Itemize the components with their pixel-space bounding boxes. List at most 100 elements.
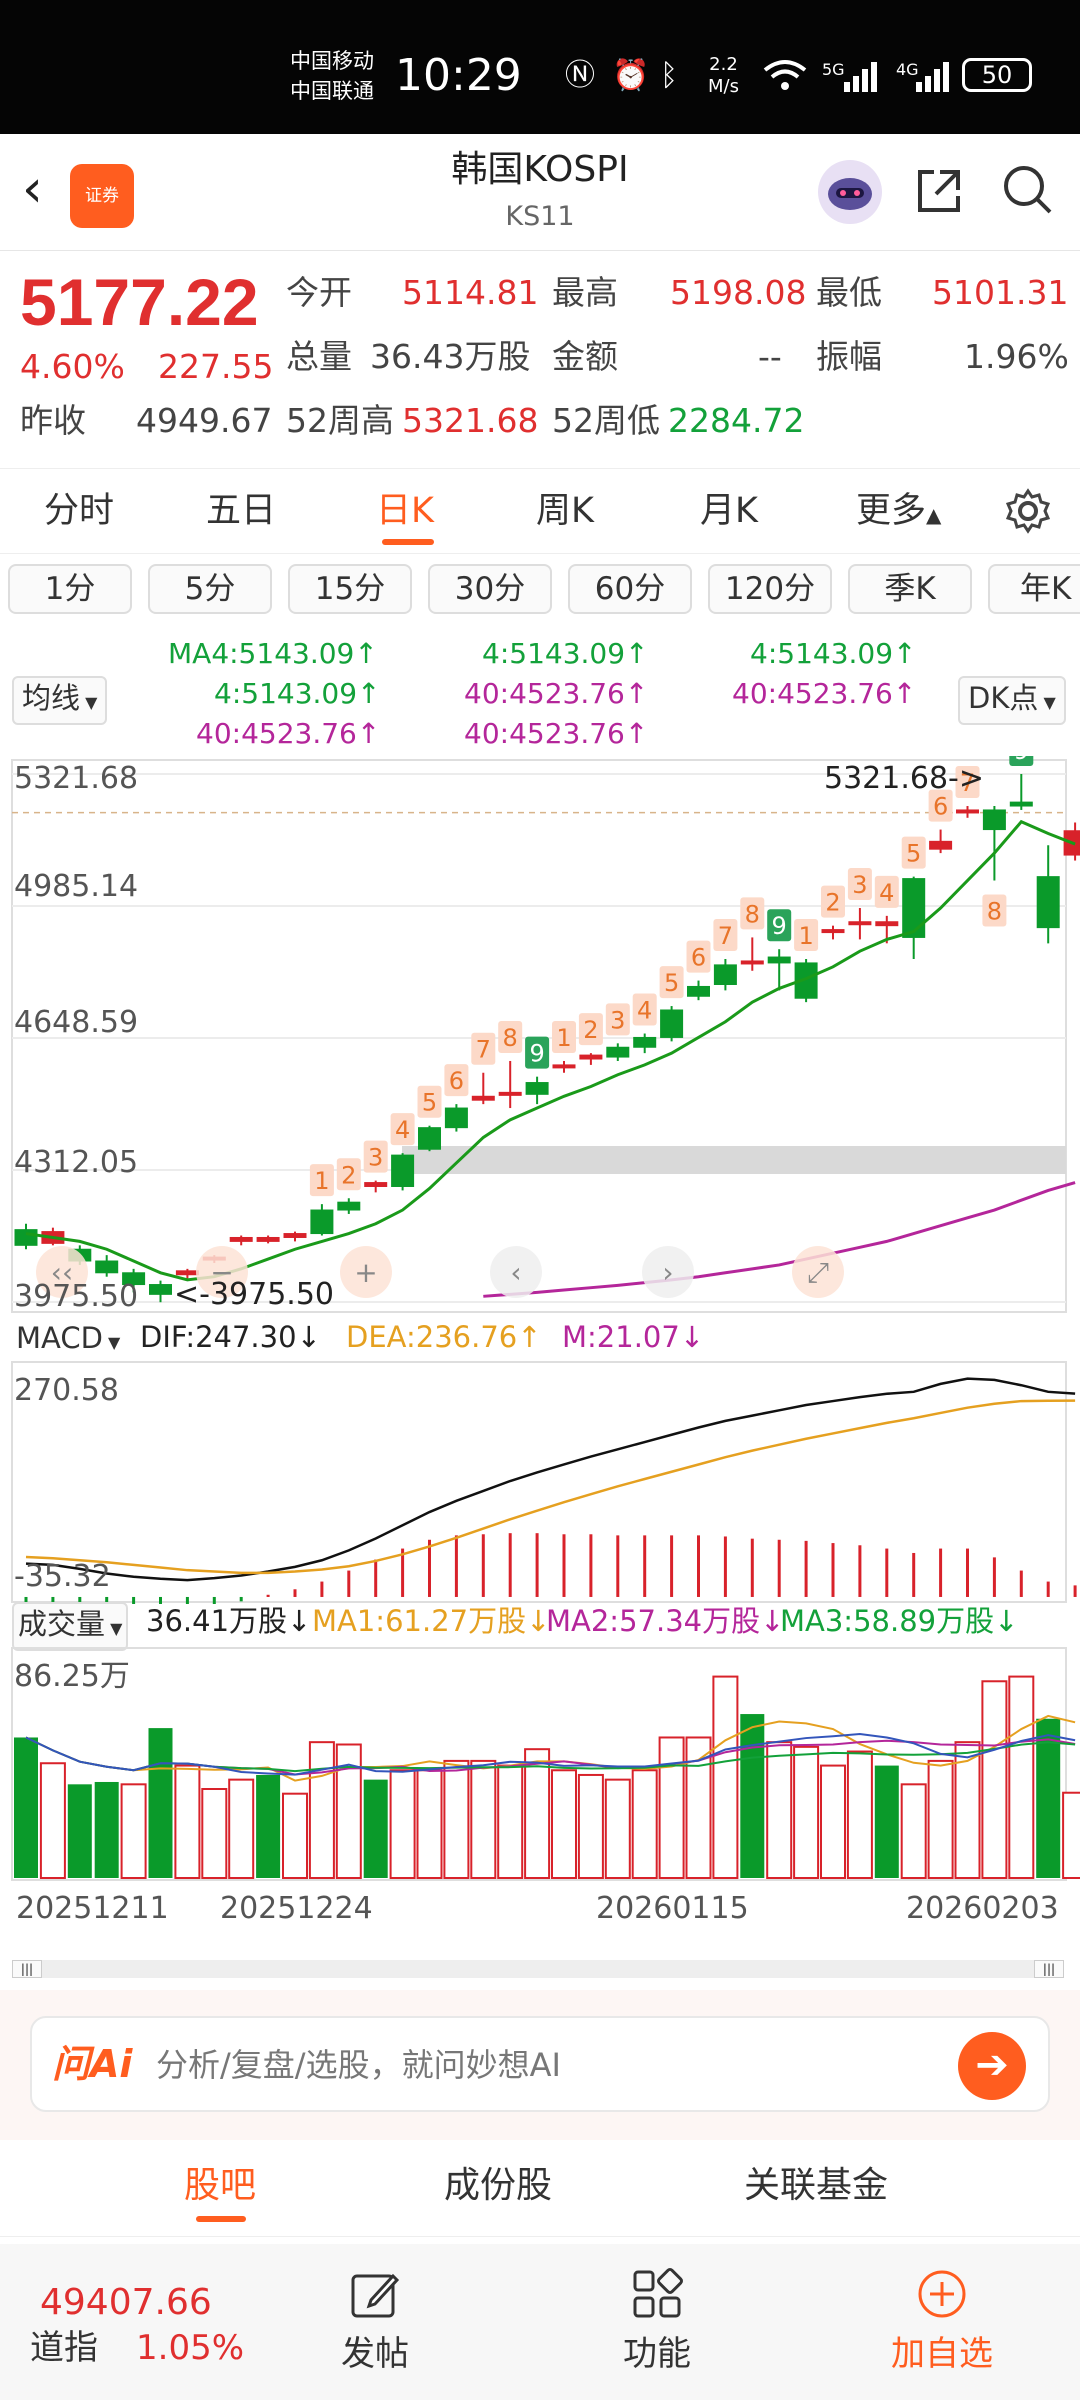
chart-controls: ‹‹ − + ‹ › ⤢ — [36, 1246, 844, 1298]
volume-bar — [282, 1792, 308, 1879]
tab-daily-k[interactable]: 日K — [376, 491, 434, 531]
macd-bars — [24, 1533, 1077, 1604]
scroll-handle-right[interactable]: ||| — [1034, 1960, 1064, 1978]
add-watchlist-button[interactable]: 加自选 — [872, 2262, 1012, 2382]
low-value: 5101.31 — [932, 273, 1069, 312]
high52-label: 52周高 — [286, 401, 394, 440]
back-icon[interactable]: ‹ — [22, 159, 43, 219]
sequence-label-bg — [767, 909, 792, 942]
sequence-label-text: 3 — [852, 871, 867, 899]
nfc-icon: Ⓝ — [565, 58, 595, 93]
scroll-handle-left[interactable]: ||| — [12, 1960, 42, 1978]
zoom-in-icon-bg — [340, 1246, 392, 1298]
volume-bar — [981, 1680, 1008, 1880]
next-icon[interactable]: › — [642, 1246, 694, 1298]
macd-selector[interactable]: MACD ▼ — [12, 1318, 124, 1363]
wifi-icon — [762, 58, 808, 101]
candle-body — [552, 1064, 576, 1069]
tab-more[interactable]: 更多▲ — [856, 489, 941, 537]
ai-assistant-avatar[interactable] — [818, 160, 882, 224]
low52-label: 52周低 — [552, 401, 660, 440]
settings-icon[interactable] — [1004, 487, 1052, 539]
volume-bar — [927, 1759, 954, 1879]
chart-scrollbar[interactable]: ||| ||| — [12, 1960, 1064, 1978]
sequence-label-text: 5 — [422, 1089, 437, 1117]
macd-m-text: M:21.07 — [562, 1320, 680, 1354]
year-k-button[interactable]: 年K — [988, 564, 1080, 614]
prev-icon-bg — [490, 1246, 542, 1298]
up-arrow-icon: ↑ — [624, 677, 649, 710]
fullscreen-icon-glyph: ⤢ — [807, 1256, 829, 1289]
bluetooth-icon: ᛒ — [660, 58, 678, 93]
fullscreen-icon[interactable]: ⤢ — [792, 1246, 844, 1298]
quarter-k-button[interactable]: 季K — [848, 564, 972, 614]
sequence-label: 7 — [955, 766, 980, 799]
tab-related-funds[interactable]: 关联基金 — [744, 2165, 889, 2206]
zoom-in-icon[interactable]: + — [340, 1246, 392, 1298]
volume-bar — [954, 1741, 981, 1879]
volume-selector-label: 成交量 — [18, 1607, 106, 1641]
functions-button[interactable]: 功能 — [602, 2262, 712, 2382]
share-icon[interactable] — [912, 164, 966, 229]
tab-five-day[interactable]: 五日 — [206, 491, 277, 531]
candle-body — [982, 809, 1006, 831]
sequence-label-bg — [955, 766, 980, 799]
minute-1-button[interactable]: 1分 — [8, 564, 132, 614]
volume-bar — [308, 1741, 335, 1879]
tab-intraday[interactable]: 分时 — [44, 491, 115, 531]
volume-value-text: 36.41万股 — [146, 1604, 288, 1638]
index-ticker[interactable]: 49407.66 道指 1.05% — [0, 2244, 250, 2400]
volume-ma3: MA3:58.89万股↓ — [780, 1602, 1018, 1640]
tab-weekly-k[interactable]: 周K — [536, 491, 594, 531]
sequence-label-text: 4 — [395, 1116, 410, 1144]
rewind-icon[interactable]: ‹‹ — [36, 1246, 88, 1298]
volume-chart[interactable] — [0, 1646, 1080, 1882]
volume-bar — [900, 1783, 927, 1880]
volume-bar — [846, 1750, 873, 1879]
down-arrow-icon: ↓ — [679, 1320, 705, 1354]
ma-label-2-text: 4:5143.09 — [214, 677, 358, 710]
dk-point-button[interactable]: DK点 ▼ — [958, 676, 1066, 725]
prev-icon[interactable]: ‹ — [490, 1246, 542, 1298]
candle-body — [902, 878, 926, 938]
macd-chart[interactable] — [0, 1360, 1080, 1604]
tab-monthly-k[interactable]: 月K — [700, 491, 758, 531]
macd-bottom-label: -35.32 — [14, 1559, 111, 1594]
candle-body — [956, 809, 979, 814]
minute-120-button[interactable]: 120分 — [708, 564, 832, 614]
sequence-label-bg — [740, 897, 765, 930]
minute-15-button[interactable]: 15分 — [288, 564, 412, 614]
search-icon[interactable] — [1000, 162, 1056, 229]
sequence-label-bg — [336, 1158, 361, 1191]
zoom-out-icon[interactable]: − — [196, 1246, 248, 1298]
ma-label-6-text: 40:4523.76 — [464, 717, 625, 750]
minute-5-button[interactable]: 5分 — [148, 564, 272, 614]
minute-60-button[interactable]: 60分 — [568, 564, 692, 614]
volume-bar — [497, 1764, 524, 1879]
post-button[interactable]: 发帖 — [320, 2262, 430, 2382]
sequence-label-bg — [498, 1020, 523, 1053]
signal-1-icon — [828, 60, 880, 98]
next-icon-glyph: › — [662, 1256, 673, 1289]
ma-label-2: 4:5143.09↑ — [214, 676, 381, 712]
amount-label: 金额 — [552, 337, 618, 376]
price-chart[interactable]: 123456789123456789123456789 ‹‹−+‹›⤢ — [0, 756, 1080, 1316]
tab-forum[interactable]: 股吧 — [184, 2165, 257, 2206]
volume-bar — [363, 1779, 388, 1878]
tab-constituents[interactable]: 成份股 — [444, 2165, 553, 2206]
status-bar: 中国移动 中国联通 10:29 Ⓝ ⏰ ᛒ 2.2 M/s 5G 4G 50 — [0, 0, 1080, 134]
sequence-label-bg — [982, 894, 1007, 927]
up-arrow-icon: ↑ — [892, 677, 917, 710]
arrow-right-icon[interactable]: ➔ — [958, 2032, 1026, 2100]
minute-30-button[interactable]: 30分 — [428, 564, 552, 614]
change-amount: 227.55 — [158, 347, 274, 386]
ma-selector[interactable]: 均线 ▼ — [12, 676, 108, 725]
ai-search-bar[interactable]: 问Ai 分析/复盘/选股，就问妙想AI ➔ — [30, 2016, 1050, 2112]
sequence-label-text: 1 — [798, 922, 813, 950]
up-arrow-icon: ↑ — [624, 717, 649, 750]
volume-selector[interactable]: 成交量 ▼ — [12, 1602, 129, 1651]
fullscreen-icon-bg — [792, 1246, 844, 1298]
app-logo[interactable]: 证券 — [70, 164, 134, 228]
sequence-label: 5 — [659, 966, 684, 999]
volume-bar — [67, 1784, 92, 1878]
